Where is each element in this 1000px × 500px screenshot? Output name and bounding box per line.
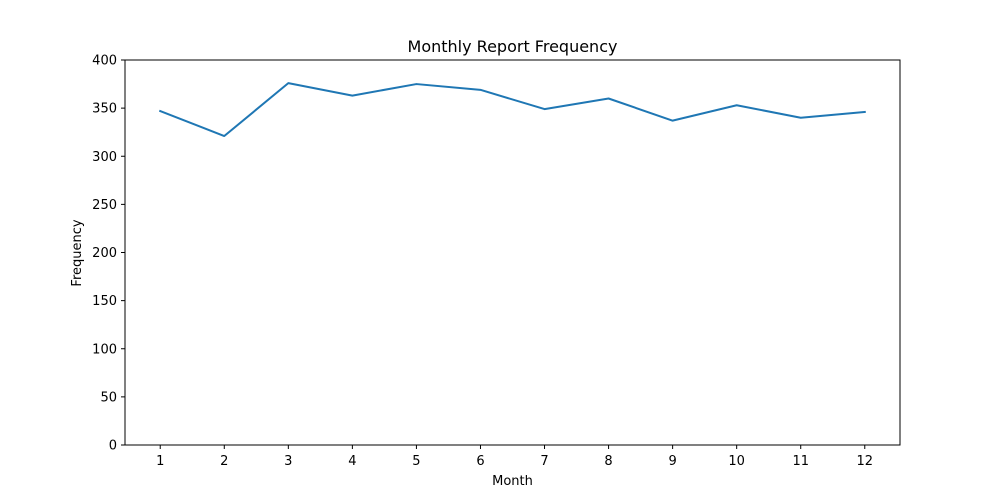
x-tick-label: 5 xyxy=(412,454,420,469)
x-tick-label: 10 xyxy=(728,454,745,469)
x-tick-label: 2 xyxy=(220,454,228,469)
y-tick-label: 250 xyxy=(92,198,117,213)
x-tick-label: 9 xyxy=(668,454,676,469)
plot-frame xyxy=(124,59,901,446)
y-tick-label: 200 xyxy=(92,246,117,261)
x-tick-label: 1 xyxy=(156,454,164,469)
x-tick-label: 3 xyxy=(284,454,292,469)
x-tick-label: 4 xyxy=(348,454,356,469)
y-tick-label: 150 xyxy=(92,294,117,309)
x-tick-label: 7 xyxy=(540,454,548,469)
x-tick-label: 6 xyxy=(476,454,484,469)
y-tick-label: 0 xyxy=(109,439,117,454)
x-axis-title: Month xyxy=(492,474,533,489)
x-tick-label: 11 xyxy=(792,454,809,469)
x-tick-label: 12 xyxy=(856,454,873,469)
series-layer xyxy=(158,82,866,138)
y-axis-ticks: 0 50 100 150 200 250 300 350 400 xyxy=(92,54,125,454)
y-tick-label: 400 xyxy=(92,54,117,69)
x-axis-ticks: 1 2 3 4 5 6 7 8 9 10 11 12 xyxy=(156,445,873,469)
chart-title: Monthly Report Frequency xyxy=(408,37,618,56)
y-tick-label: 350 xyxy=(92,102,117,117)
y-tick-label: 50 xyxy=(100,390,117,405)
series-line xyxy=(158,82,866,138)
y-axis-title: Frequency xyxy=(70,219,85,286)
y-tick-label: 100 xyxy=(92,342,117,357)
y-tick-label: 300 xyxy=(92,150,117,165)
x-tick-label: 8 xyxy=(604,454,612,469)
